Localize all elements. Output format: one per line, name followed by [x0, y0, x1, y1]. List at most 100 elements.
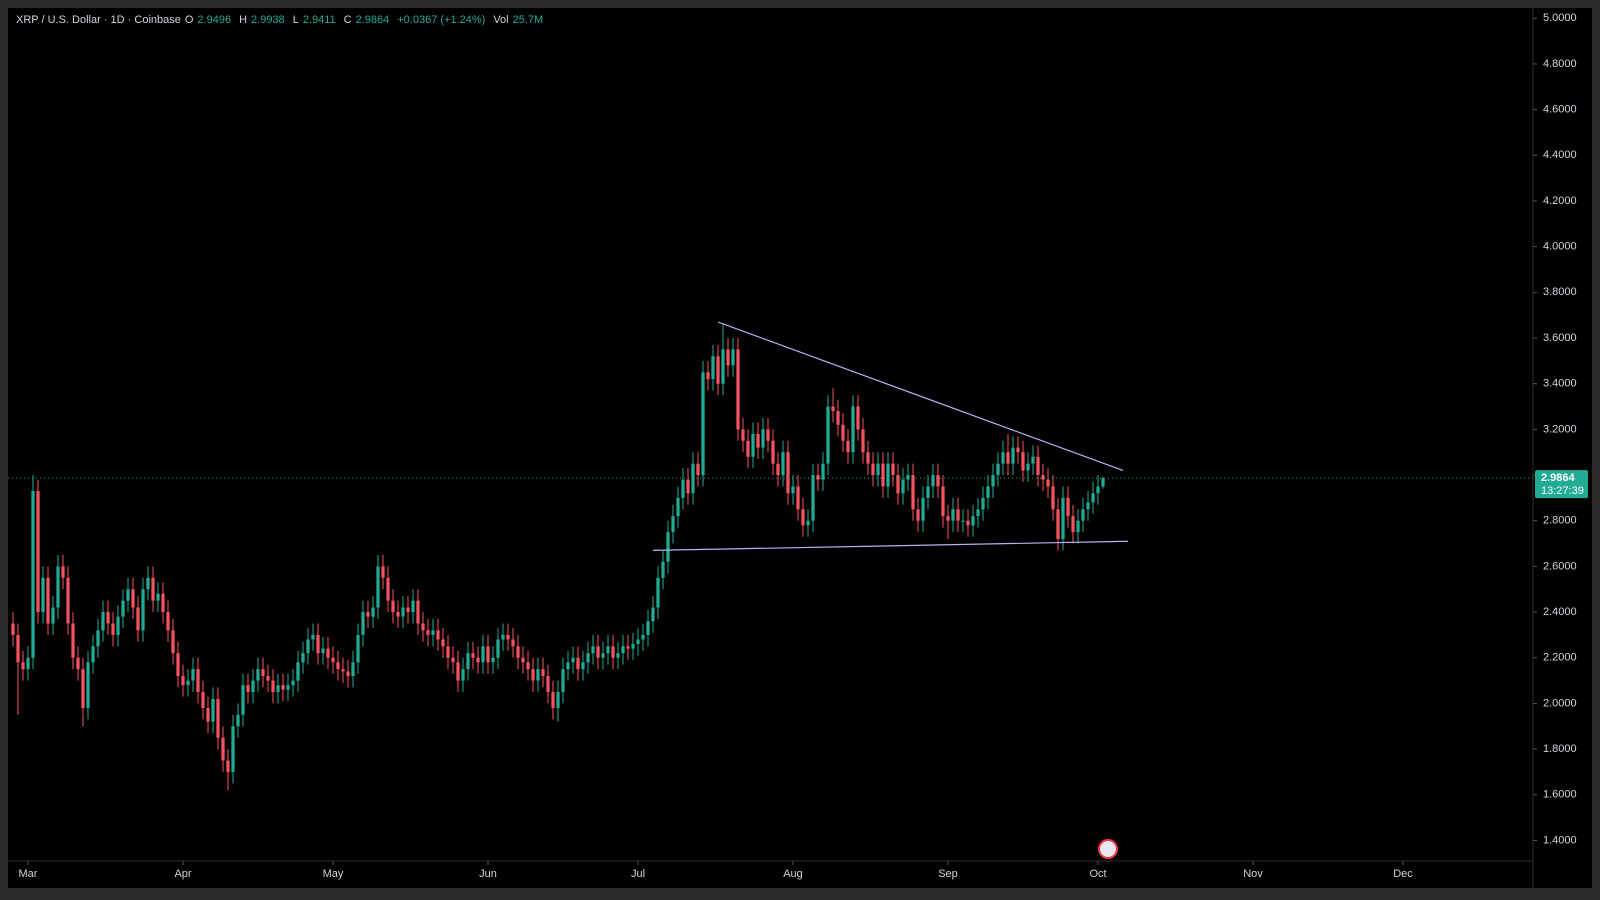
change: +0.0367 (+1.24%) — [397, 14, 486, 26]
candle-body — [506, 634, 510, 640]
candle-body — [521, 657, 525, 663]
candle-body — [701, 372, 705, 476]
candle-body — [356, 634, 360, 663]
candle-body — [596, 646, 600, 658]
candle-body — [46, 577, 50, 624]
candle-body — [446, 646, 450, 658]
candle-body — [376, 566, 380, 608]
candle-body — [141, 589, 145, 631]
candle-body — [926, 486, 930, 498]
candle-body — [276, 685, 280, 692]
candle-body — [721, 349, 725, 384]
y-tick-label: 3.2000 — [1543, 423, 1577, 435]
y-tick-label: 2.4000 — [1543, 606, 1577, 618]
y-tick-label: 3.4000 — [1543, 378, 1577, 390]
x-tick-label: Mar — [19, 868, 38, 880]
candle-body — [336, 662, 340, 670]
candle-body — [1056, 509, 1060, 539]
candle-body — [706, 372, 710, 380]
candle-body — [211, 698, 215, 722]
candle-body — [516, 646, 520, 658]
candle-body — [961, 520, 965, 522]
candle-body — [76, 657, 80, 670]
candle-body — [531, 669, 535, 681]
candle-body — [931, 475, 935, 487]
y-tick-label: 4.4000 — [1543, 149, 1577, 161]
candle-body — [216, 698, 220, 738]
candle-body — [736, 349, 740, 430]
candle-body — [101, 612, 105, 631]
candle-body — [146, 577, 150, 590]
candle-body — [896, 475, 900, 494]
trendline — [717, 321, 1124, 472]
candle-body — [561, 669, 565, 692]
candle-body — [541, 669, 545, 677]
candle-body — [121, 600, 125, 617]
candle-body — [821, 463, 825, 480]
candle-body — [156, 593, 160, 601]
candle-body — [911, 475, 915, 510]
candle-body — [811, 475, 815, 521]
candle-body — [221, 737, 225, 761]
candle-body — [361, 612, 365, 635]
candle-body — [626, 646, 630, 649]
y-tick-label: 4.6000 — [1543, 104, 1577, 116]
candle-body — [191, 669, 195, 681]
candle-body — [801, 509, 805, 526]
candle-body — [806, 520, 810, 526]
candle-body — [371, 607, 375, 617]
candle-body — [991, 475, 995, 487]
candle-body — [646, 621, 650, 635]
candle-body — [786, 452, 790, 494]
candle-body — [1031, 456, 1035, 464]
candle-body — [816, 475, 820, 480]
candle-body — [401, 607, 405, 617]
candle-body — [841, 424, 845, 441]
candle-body — [1026, 463, 1030, 471]
candle-body — [96, 630, 100, 647]
candle-body — [986, 486, 990, 498]
candle-body — [981, 497, 985, 510]
candle-body — [901, 479, 905, 494]
candle-body — [196, 669, 200, 692]
candle-body — [111, 623, 115, 635]
candle-body — [1101, 478, 1105, 487]
y-tick-label: 2.0000 — [1543, 697, 1577, 709]
ohlc-label: L — [292, 14, 299, 26]
candle-body — [921, 497, 925, 521]
candle-body — [301, 653, 305, 663]
candle-body — [1021, 452, 1025, 471]
candle-body — [331, 657, 335, 663]
candle-body — [906, 475, 910, 480]
candle-body — [791, 486, 795, 494]
candle-body — [1001, 452, 1005, 464]
candle-body — [971, 516, 975, 526]
candle-body — [731, 349, 735, 366]
ohlc-label: O — [184, 14, 194, 26]
candle-body — [31, 491, 35, 658]
candle-body — [316, 634, 320, 654]
candle-body — [106, 612, 110, 624]
y-tick-label: 3.8000 — [1543, 286, 1577, 298]
candle-body — [131, 589, 135, 608]
candle-body — [261, 669, 265, 677]
candle-body — [496, 639, 500, 658]
candle-body — [751, 433, 755, 457]
candle-body — [431, 630, 435, 635]
x-tick-label: May — [323, 868, 344, 880]
candle-body — [26, 657, 30, 670]
candle-body — [526, 662, 530, 670]
event-icon[interactable] — [1098, 839, 1118, 859]
candle-body — [756, 433, 760, 448]
x-tick-label: Sep — [938, 868, 958, 880]
countdown-label: 13:27:39 — [1541, 485, 1584, 497]
candle-body — [1061, 497, 1065, 539]
candle-body — [271, 680, 275, 692]
y-tick-label: 2.8000 — [1543, 515, 1577, 527]
candle-body — [741, 429, 745, 441]
candle-body — [601, 653, 605, 658]
candle-body — [1041, 475, 1045, 480]
candle-body — [946, 516, 950, 521]
y-tick-label: 3.6000 — [1543, 332, 1577, 344]
candle-body — [266, 676, 270, 681]
